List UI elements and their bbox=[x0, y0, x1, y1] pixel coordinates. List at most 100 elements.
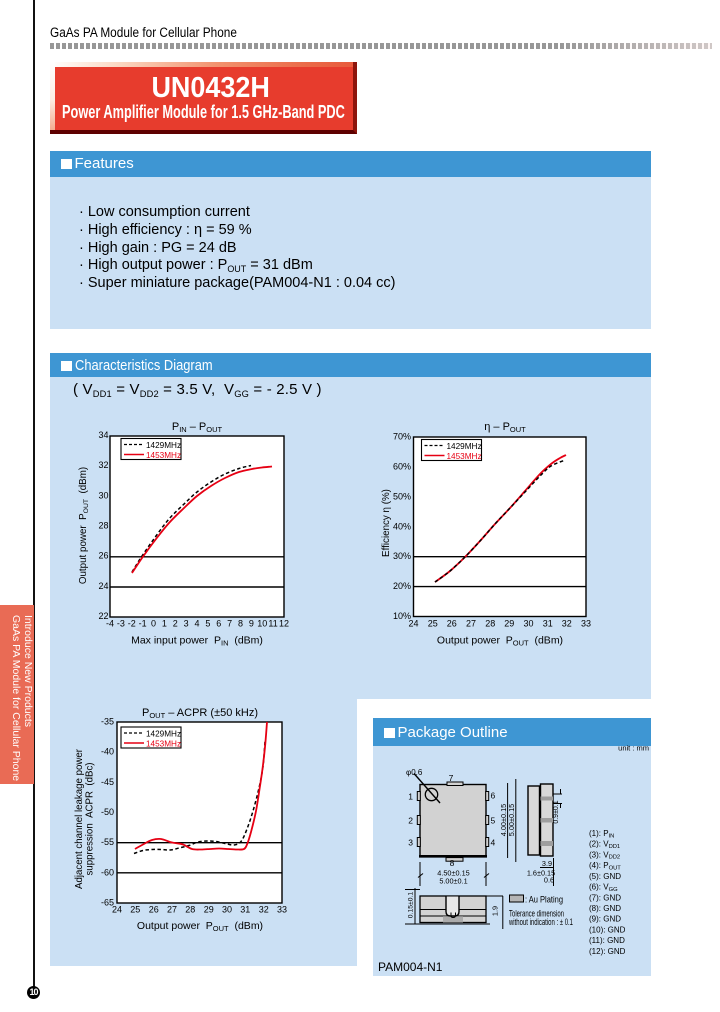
svg-text:27: 27 bbox=[167, 905, 177, 915]
svg-text:suppression ACPR (dBc): suppression ACPR (dBc) bbox=[85, 762, 96, 875]
svg-text:(8): GND: (8): GND bbox=[589, 904, 621, 913]
svg-text:2: 2 bbox=[408, 816, 413, 826]
svg-text:1453MHz: 1453MHz bbox=[146, 451, 181, 460]
svg-text:25: 25 bbox=[130, 905, 140, 915]
svg-text:Efficiency η (%): Efficiency η (%) bbox=[381, 489, 392, 557]
svg-text:24: 24 bbox=[408, 619, 418, 629]
svg-text:-60: -60 bbox=[101, 867, 114, 877]
svg-text:70%: 70% bbox=[393, 432, 411, 442]
svg-text:50%: 50% bbox=[393, 491, 411, 501]
svg-text:(11): GND: (11): GND bbox=[589, 936, 625, 945]
svg-text:30: 30 bbox=[222, 905, 232, 915]
svg-text:29: 29 bbox=[204, 905, 214, 915]
svg-text:32: 32 bbox=[562, 619, 572, 629]
svg-text:(5): GND: (5): GND bbox=[589, 872, 621, 881]
svg-text:Adjacent channel leakage power: Adjacent channel leakage power bbox=[74, 748, 85, 889]
svg-text:5.00±0.1: 5.00±0.1 bbox=[439, 877, 467, 886]
svg-text:22: 22 bbox=[98, 611, 108, 621]
svg-text:1429MHz: 1429MHz bbox=[146, 730, 181, 739]
svg-text:26: 26 bbox=[149, 905, 159, 915]
svg-text:24: 24 bbox=[112, 905, 122, 915]
svg-text:1429MHz: 1429MHz bbox=[447, 442, 482, 451]
svg-text:32: 32 bbox=[98, 460, 108, 470]
svg-text:2: 2 bbox=[173, 619, 178, 629]
svg-text:26: 26 bbox=[447, 619, 457, 629]
svg-text:Tolerance dimension: Tolerance dimension bbox=[509, 909, 564, 919]
svg-text:28: 28 bbox=[185, 905, 195, 915]
svg-text:30: 30 bbox=[523, 619, 533, 629]
svg-text:3: 3 bbox=[408, 838, 413, 848]
svg-text:8: 8 bbox=[450, 858, 455, 868]
svg-text:25: 25 bbox=[428, 619, 438, 629]
svg-text:3.9: 3.9 bbox=[542, 859, 552, 868]
svg-text:31: 31 bbox=[240, 905, 250, 915]
svg-text:3: 3 bbox=[184, 619, 189, 629]
svg-text:10: 10 bbox=[257, 619, 267, 629]
svg-text:-40: -40 bbox=[101, 747, 114, 757]
svg-text:Output power POUT (dBm): Output power POUT (dBm) bbox=[137, 920, 263, 933]
svg-text:(2): VDD1: (2): VDD1 bbox=[589, 840, 620, 850]
svg-text:7: 7 bbox=[227, 619, 232, 629]
svg-text:0.6: 0.6 bbox=[544, 876, 554, 885]
svg-text:28: 28 bbox=[98, 521, 108, 531]
svg-text:1429MHz: 1429MHz bbox=[146, 441, 181, 450]
svg-text:0.9±0.1: 0.9±0.1 bbox=[553, 800, 560, 823]
svg-text:1: 1 bbox=[162, 619, 167, 629]
svg-text:27: 27 bbox=[466, 619, 476, 629]
svg-text:PIN – POUT: PIN – POUT bbox=[172, 421, 223, 434]
svg-text:-2: -2 bbox=[128, 619, 136, 629]
svg-text:: Au Plating: : Au Plating bbox=[525, 895, 563, 905]
svg-text:8: 8 bbox=[238, 619, 243, 629]
svg-text:40%: 40% bbox=[393, 521, 411, 531]
svg-text:Output power POUT (dBm): Output power POUT (dBm) bbox=[78, 467, 90, 584]
svg-text:0.15±0.1: 0.15±0.1 bbox=[407, 892, 414, 919]
svg-text:1453MHz: 1453MHz bbox=[146, 740, 181, 749]
svg-text:9: 9 bbox=[249, 619, 254, 629]
svg-text:0: 0 bbox=[151, 619, 156, 629]
svg-text:(9): GND: (9): GND bbox=[589, 915, 621, 924]
svg-text:31: 31 bbox=[543, 619, 553, 629]
svg-text:-50: -50 bbox=[101, 807, 114, 817]
svg-text:(7): GND: (7): GND bbox=[589, 893, 621, 902]
svg-text:-35: -35 bbox=[101, 717, 114, 727]
svg-text:Max input power PIN (dBm): Max input power PIN (dBm) bbox=[131, 635, 263, 648]
svg-text:12: 12 bbox=[279, 619, 289, 629]
svg-text:11: 11 bbox=[268, 619, 277, 629]
svg-text:1: 1 bbox=[408, 792, 413, 802]
svg-text:1453MHz: 1453MHz bbox=[447, 452, 482, 461]
svg-text:28: 28 bbox=[485, 619, 495, 629]
svg-text:6: 6 bbox=[491, 791, 496, 801]
svg-text:1.9: 1.9 bbox=[491, 906, 500, 916]
svg-text:4.00±0.15: 4.00±0.15 bbox=[499, 804, 508, 836]
svg-text:(12): GND: (12): GND bbox=[589, 947, 626, 956]
svg-text:4: 4 bbox=[194, 619, 199, 629]
svg-text:20%: 20% bbox=[393, 581, 411, 591]
svg-text:(1): PIN: (1): PIN bbox=[589, 829, 614, 839]
svg-text:-1: -1 bbox=[139, 619, 147, 629]
svg-text:30%: 30% bbox=[393, 551, 411, 561]
svg-text:(10): GND: (10): GND bbox=[589, 925, 626, 934]
svg-text:1.6±0.15: 1.6±0.15 bbox=[527, 869, 555, 878]
svg-text:26: 26 bbox=[98, 551, 108, 561]
svg-text:φ0.6: φ0.6 bbox=[406, 768, 423, 777]
svg-text:6: 6 bbox=[216, 619, 221, 629]
svg-text:-65: -65 bbox=[101, 898, 114, 908]
svg-text:without indication : ± 0.1: without indication : ± 0.1 bbox=[508, 917, 573, 927]
svg-text:POUT – ACPR (±50 kHz): POUT – ACPR (±50 kHz) bbox=[142, 707, 258, 720]
svg-text:29: 29 bbox=[504, 619, 514, 629]
svg-text:(3): VDD2: (3): VDD2 bbox=[589, 850, 620, 860]
svg-text:60%: 60% bbox=[393, 461, 411, 471]
svg-text:Output power POUT (dBm): Output power POUT (dBm) bbox=[437, 635, 563, 648]
svg-text:24: 24 bbox=[98, 581, 108, 591]
svg-text:unit : mm: unit : mm bbox=[618, 744, 649, 753]
svg-text:-45: -45 bbox=[101, 777, 114, 787]
svg-text:7: 7 bbox=[449, 773, 454, 783]
svg-text:5.00±0.15: 5.00±0.15 bbox=[507, 804, 516, 836]
svg-text:33: 33 bbox=[581, 619, 591, 629]
svg-text:4.50±0.15: 4.50±0.15 bbox=[437, 869, 469, 878]
svg-text:(4): POUT: (4): POUT bbox=[589, 861, 621, 871]
svg-text:32: 32 bbox=[259, 905, 269, 915]
svg-text:34: 34 bbox=[98, 430, 108, 440]
svg-text:10%: 10% bbox=[393, 611, 411, 621]
svg-text:-3: -3 bbox=[117, 619, 125, 629]
